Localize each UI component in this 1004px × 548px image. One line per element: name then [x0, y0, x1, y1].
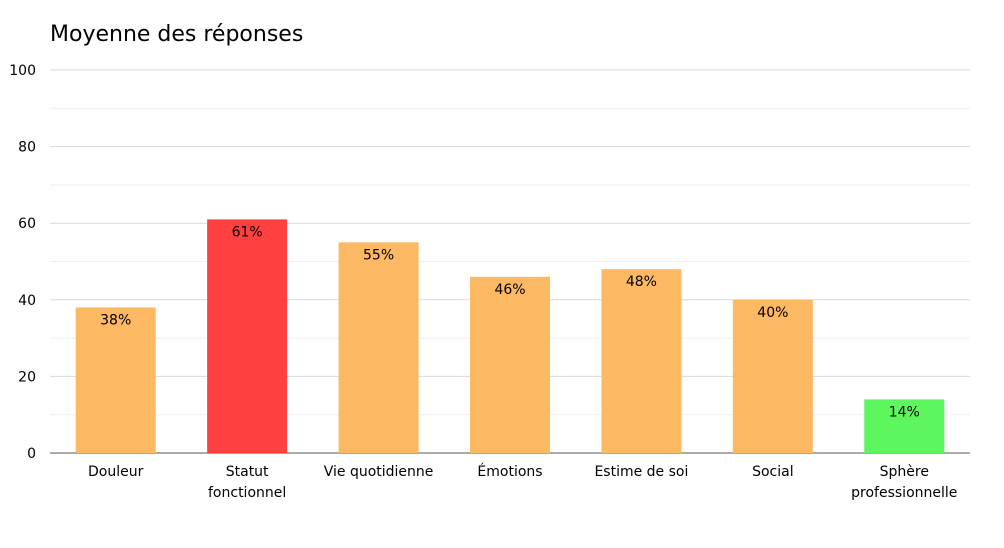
y-tick-label: 20 [18, 369, 36, 385]
x-tick-label: Social [752, 464, 794, 480]
data-labels: 38% 61% 55% 46% 48% 40% 14% [100, 224, 920, 420]
x-tick-label: Estime de soi [594, 464, 688, 480]
y-tick-label: 60 [18, 216, 36, 232]
bar [470, 276, 550, 453]
y-tick-label: 0 [27, 446, 36, 462]
y-axis: 0 20 40 60 80 100 [9, 63, 36, 462]
data-label: 46% [494, 282, 525, 298]
bar [732, 299, 813, 453]
bar [864, 399, 945, 453]
bar [338, 242, 419, 453]
x-tick-label: Douleur [88, 464, 144, 480]
bars [75, 219, 945, 453]
y-tick-label: 80 [18, 140, 36, 156]
chart-title: Moyenne des réponses [50, 22, 303, 47]
x-tick-label: Émotions [477, 463, 542, 480]
x-tick-label: Statut fonctionnel [208, 464, 286, 501]
data-label: 14% [889, 404, 920, 420]
y-tick-label: 100 [9, 63, 36, 79]
data-label: 55% [363, 247, 394, 263]
y-tick-label: 40 [18, 293, 36, 309]
bar [75, 307, 156, 453]
x-tick-label: Vie quotidienne [324, 464, 434, 480]
bar [207, 219, 288, 453]
data-label: 48% [626, 274, 657, 290]
x-tick-label: Sphère professionnelle [851, 464, 957, 501]
data-label: 40% [757, 305, 788, 321]
data-label: 61% [232, 224, 263, 240]
x-axis: Douleur Statut fonctionnel Vie quotidienne É… [88, 463, 957, 501]
bar [601, 269, 682, 453]
data-label: 38% [100, 312, 131, 328]
